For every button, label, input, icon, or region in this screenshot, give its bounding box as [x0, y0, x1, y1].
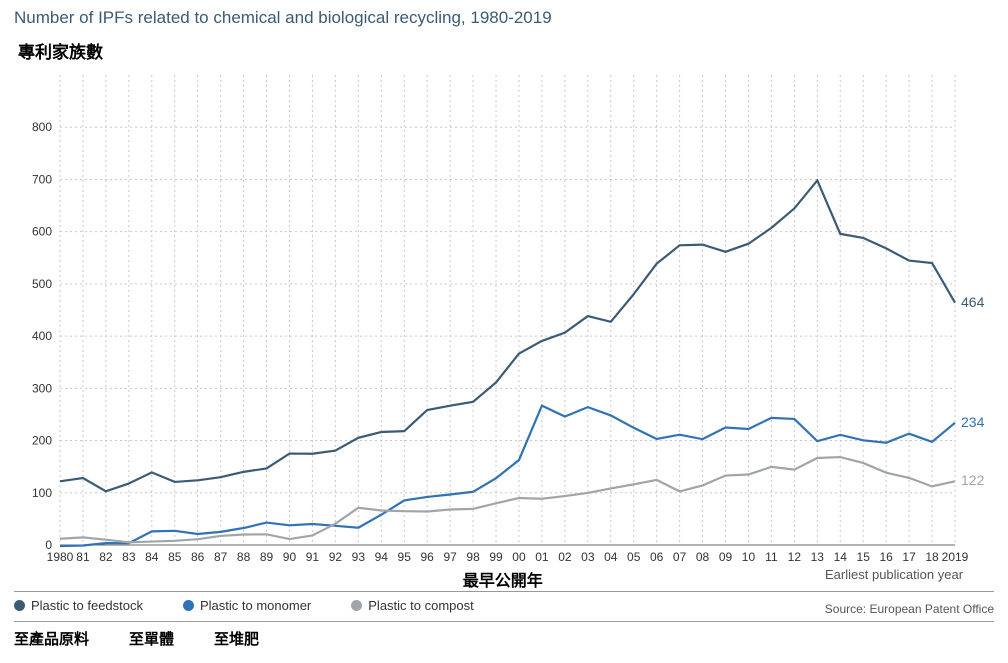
svg-text:300: 300 [32, 381, 52, 395]
svg-text:90: 90 [283, 550, 297, 564]
svg-text:01: 01 [535, 550, 549, 564]
svg-text:200: 200 [32, 434, 52, 448]
legend-dot-icon [14, 600, 25, 611]
svg-text:18: 18 [925, 550, 939, 564]
svg-text:88: 88 [237, 550, 251, 564]
svg-text:87: 87 [214, 550, 228, 564]
end-label-monomer: 234 [961, 414, 984, 430]
svg-text:08: 08 [696, 550, 710, 564]
svg-text:94: 94 [375, 550, 389, 564]
legend-item-monomer: Plastic to monomer [183, 598, 311, 613]
svg-text:89: 89 [260, 550, 274, 564]
legend-item-compost: Plastic to compost [351, 598, 474, 613]
divider-top [14, 591, 994, 592]
svg-text:97: 97 [443, 550, 457, 564]
legend-dot-icon [351, 600, 362, 611]
divider-bottom [14, 621, 994, 622]
svg-text:600: 600 [32, 225, 52, 239]
svg-text:500: 500 [32, 277, 52, 291]
svg-text:98: 98 [466, 550, 480, 564]
svg-text:10: 10 [742, 550, 756, 564]
legend-label: Plastic to monomer [200, 598, 311, 613]
end-label-feedstock: 464 [961, 294, 984, 310]
svg-text:05: 05 [627, 550, 641, 564]
svg-text:15: 15 [857, 550, 871, 564]
svg-text:13: 13 [811, 550, 825, 564]
svg-text:2019: 2019 [942, 550, 969, 564]
svg-text:81: 81 [76, 550, 90, 564]
svg-text:82: 82 [99, 550, 113, 564]
svg-text:03: 03 [581, 550, 595, 564]
svg-text:11: 11 [765, 550, 778, 564]
svg-text:1980: 1980 [47, 550, 74, 564]
legend: Plastic to feedstock Plastic to monomer … [14, 598, 474, 613]
svg-text:00: 00 [512, 550, 526, 564]
svg-text:07: 07 [673, 550, 687, 564]
svg-text:17: 17 [902, 550, 916, 564]
legend-item-feedstock: Plastic to feedstock [14, 598, 143, 613]
svg-text:100: 100 [32, 486, 52, 500]
legend-label: Plastic to feedstock [31, 598, 143, 613]
svg-text:83: 83 [122, 550, 136, 564]
svg-text:91: 91 [306, 550, 320, 564]
svg-text:800: 800 [32, 120, 52, 134]
svg-text:12: 12 [788, 550, 802, 564]
svg-text:14: 14 [834, 550, 848, 564]
end-label-compost: 122 [961, 472, 984, 488]
translation-compost: 至堆肥 [214, 628, 259, 649]
translation-feedstock: 至產品原料 [14, 628, 89, 649]
svg-text:09: 09 [719, 550, 733, 564]
svg-text:85: 85 [168, 550, 182, 564]
svg-text:92: 92 [329, 550, 343, 564]
x-axis-label-en: Earliest publication year [825, 567, 963, 582]
x-axis-label-cn: 最早公開年 [463, 567, 543, 591]
svg-text:400: 400 [32, 329, 52, 343]
legend-dot-icon [183, 600, 194, 611]
svg-text:86: 86 [191, 550, 205, 564]
translation-monomer: 至單體 [129, 628, 174, 649]
svg-text:95: 95 [398, 550, 412, 564]
svg-text:93: 93 [352, 550, 366, 564]
svg-text:02: 02 [558, 550, 572, 564]
line-chart: 01 00 200 300 400 500 600 700 800 198081 82 83 84 85 8… [0, 0, 1008, 580]
svg-text:99: 99 [489, 550, 503, 564]
svg-text:84: 84 [145, 550, 159, 564]
legend-translations: 至產品原料 至單體 至堆肥 [14, 628, 259, 649]
svg-text:06: 06 [650, 550, 664, 564]
svg-text:04: 04 [604, 550, 618, 564]
legend-label: Plastic to compost [368, 598, 474, 613]
source-text: Source: European Patent Office [825, 602, 994, 616]
svg-text:96: 96 [420, 550, 434, 564]
svg-text:700: 700 [32, 172, 52, 186]
svg-text:16: 16 [879, 550, 893, 564]
